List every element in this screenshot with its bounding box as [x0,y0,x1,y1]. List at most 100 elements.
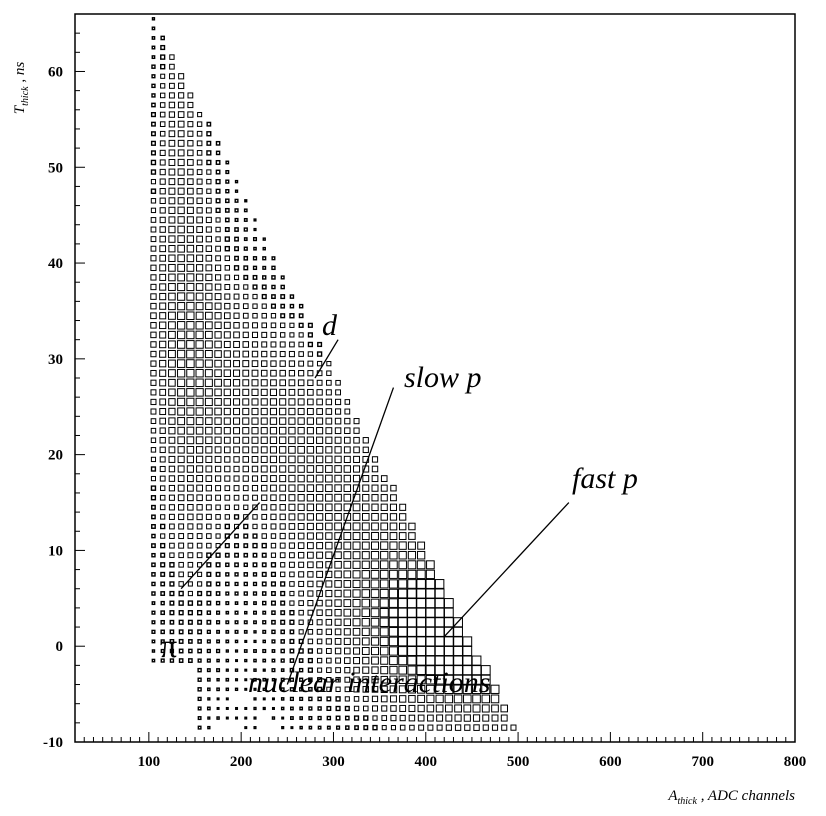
histogram-bin [326,705,332,712]
histogram-bin [269,436,278,444]
histogram-bin [416,684,426,694]
y-axis-ticks: -10 0 10 20 30 40 50 60 [43,13,85,751]
histogram-bin [335,398,342,406]
histogram-bin [379,608,389,618]
histogram-bin [271,716,276,720]
histogram-bin [262,265,267,270]
histogram-bin [343,493,352,502]
histogram-bin [326,686,332,692]
histogram-bin [252,562,258,568]
histogram-bin [160,485,166,491]
histogram-bin [315,465,324,473]
histogram-bin [159,140,166,147]
histogram-bin [151,629,156,634]
histogram-bin [168,187,176,195]
histogram-bin [398,541,407,550]
histogram-bin [215,648,221,654]
histogram-bin [288,513,296,521]
histogram-bin [371,456,379,463]
histogram-bin [159,504,166,511]
histogram-bin [167,311,176,320]
histogram-bin [398,579,408,589]
histogram-bin [297,494,305,502]
histogram-bin [159,292,167,301]
histogram-bin [234,610,239,615]
histogram-bin [388,627,399,637]
histogram-bin [186,397,195,407]
histogram-bin [288,445,296,454]
histogram-bin [352,579,361,589]
histogram-bin [269,426,278,435]
histogram-bin [177,417,186,426]
histogram-bin [279,484,287,492]
histogram-bin [354,725,359,731]
histogram-bin [234,668,239,672]
histogram-bin [307,398,314,406]
histogram-bin [233,494,240,501]
histogram-bin [260,446,268,454]
histogram-bin [334,513,342,521]
histogram-bin [253,639,257,644]
histogram-bin [298,322,304,328]
histogram-bin [416,626,427,637]
histogram-bin [381,715,388,721]
histogram-bin [195,426,204,435]
x-tick-label: 500 [507,754,530,770]
histogram-bin [380,484,388,492]
histogram-bin [167,349,176,359]
histogram-bin [196,542,203,549]
histogram-bin [251,369,259,377]
histogram-bin [188,648,193,654]
histogram-bin [481,694,491,704]
histogram-bin [169,648,175,654]
histogram-bin [215,552,221,558]
histogram-bin [168,378,176,387]
histogram-bin [160,63,166,70]
histogram-bin [150,255,157,262]
histogram-bin [215,217,221,223]
histogram-bin [416,645,427,657]
histogram-bin [397,646,408,656]
histogram-bin [425,626,436,637]
histogram-bin [225,591,230,596]
histogram-bin [205,504,212,511]
histogram-bin [408,714,416,722]
histogram-bin [417,541,426,550]
histogram-bin [388,646,398,656]
histogram-bin [150,274,157,281]
histogram-bin [159,446,166,454]
histogram-bin [298,609,304,616]
histogram-bin [243,208,248,213]
histogram-bin [168,369,176,378]
pi-label: π [160,628,177,665]
histogram-bin [462,655,473,666]
histogram-bin [233,456,240,463]
histogram-bin [205,321,213,330]
histogram-bin [298,658,304,663]
histogram-bin [389,560,398,570]
histogram-bin [252,494,258,501]
histogram-bin [204,378,213,387]
histogram-bin [491,704,499,713]
histogram-bin [370,541,380,550]
histogram-bin [289,552,295,559]
histogram-bin [416,655,427,666]
histogram-bin [380,675,388,684]
histogram-bin [252,504,258,511]
histogram-bin [325,436,333,444]
histogram-bin [353,427,360,434]
histogram-bin [307,388,314,396]
histogram-bin [352,522,361,531]
histogram-bin [306,474,315,483]
histogram-bin [444,674,454,685]
histogram-bin [169,658,175,663]
histogram-bin [224,284,231,290]
histogram-bin [316,389,323,396]
histogram-bin [253,677,257,682]
histogram-bin [462,684,472,695]
histogram-bin [260,475,268,482]
histogram-bin [352,474,361,483]
histogram-bin [407,541,416,550]
histogram-bin [399,714,406,722]
histogram-bin [307,360,314,367]
